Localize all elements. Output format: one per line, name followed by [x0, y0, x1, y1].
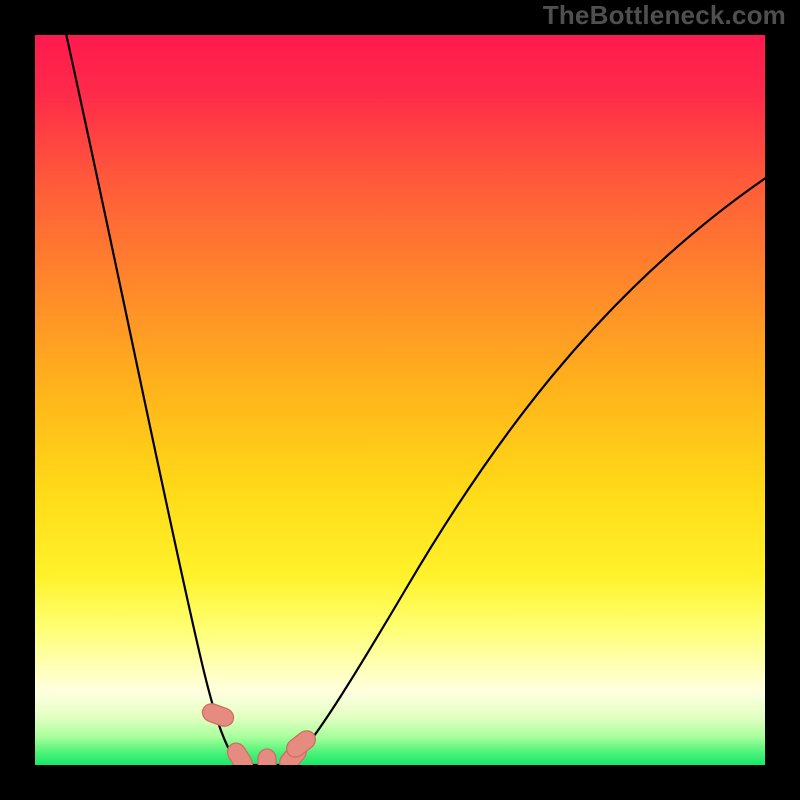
marker-pill — [200, 701, 236, 729]
curve-left — [65, 35, 247, 765]
chart-frame: TheBottleneck.com — [0, 0, 800, 800]
plot-area — [35, 35, 765, 765]
curve-right — [281, 175, 765, 765]
marker-pill — [258, 749, 276, 765]
markers-group — [200, 701, 319, 765]
marker-pill — [224, 740, 256, 765]
curve-layer — [35, 35, 765, 765]
watermark-text: TheBottleneck.com — [543, 0, 786, 31]
